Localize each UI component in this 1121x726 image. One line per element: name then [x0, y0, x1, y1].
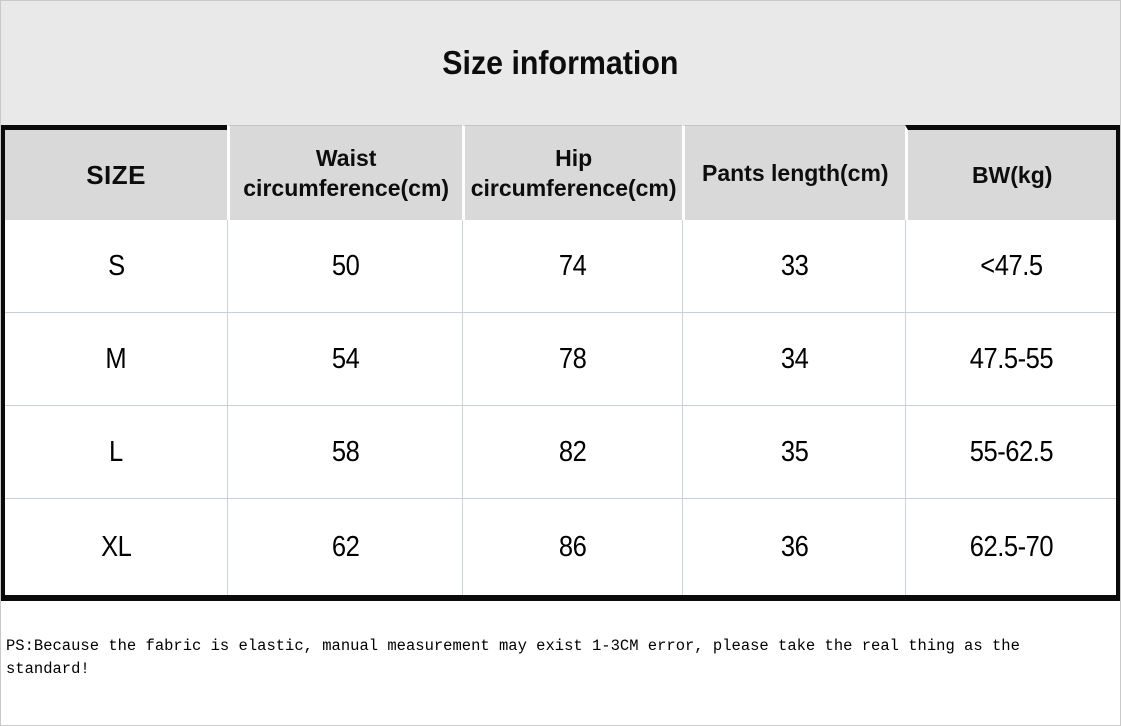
- title-band: Size information: [1, 1, 1120, 125]
- cell-size-s: S: [5, 220, 228, 312]
- cell-value: 62.5-70: [969, 530, 1053, 563]
- cell-bw-s: <47.5: [905, 220, 1116, 312]
- cell-value: 33: [780, 249, 809, 282]
- cell-hip-s: 74: [462, 220, 683, 312]
- cell-bw-xl: 62.5-70: [905, 498, 1116, 595]
- cell-value: 50: [331, 249, 359, 282]
- cell-value: M: [105, 342, 127, 375]
- cell-value: 62: [331, 530, 359, 563]
- cell-value: 35: [780, 435, 809, 468]
- cell-value: 86: [558, 530, 587, 563]
- cell-hip-l: 82: [462, 405, 683, 498]
- cell-pants-length-l: 35: [682, 405, 906, 498]
- cell-hip-xl: 86: [462, 498, 683, 595]
- cell-value: 54: [331, 342, 359, 375]
- column-header-pants-length: Pants length(cm): [682, 125, 906, 220]
- cell-value: 47.5-55: [969, 342, 1053, 375]
- note-line-1: PS:Because the fabric is elastic, manual…: [6, 637, 1020, 655]
- cell-value: 58: [331, 435, 359, 468]
- cell-size-l: L: [5, 405, 228, 498]
- cell-waist-l: 58: [227, 405, 463, 498]
- cell-value: 74: [558, 249, 587, 282]
- cell-waist-xl: 62: [227, 498, 463, 595]
- cell-value: XL: [100, 530, 132, 563]
- cell-size-xl: XL: [5, 498, 228, 595]
- cell-hip-m: 78: [462, 312, 683, 405]
- cell-value: 82: [558, 435, 587, 468]
- cell-pants-length-m: 34: [682, 312, 906, 405]
- column-header-hip: Hip circumference(cm): [462, 125, 683, 220]
- cell-size-m: M: [5, 312, 228, 405]
- cell-pants-length-xl: 36: [682, 498, 906, 595]
- cell-waist-s: 50: [227, 220, 463, 312]
- cell-waist-m: 54: [227, 312, 463, 405]
- measurement-note: PS:Because the fabric is elastic, manual…: [1, 601, 1120, 681]
- cell-value: S: [107, 249, 125, 282]
- cell-value: <47.5: [979, 249, 1043, 282]
- column-header-size: SIZE: [5, 125, 228, 220]
- cell-bw-l: 55-62.5: [905, 405, 1116, 498]
- column-header-waist: Waist circumference(cm): [227, 125, 463, 220]
- cell-value: 34: [780, 342, 809, 375]
- cell-value: 36: [780, 530, 809, 563]
- cell-value: 78: [558, 342, 587, 375]
- cell-value: L: [109, 435, 123, 468]
- note-line-2: standard!: [6, 660, 90, 678]
- cell-pants-length-s: 33: [682, 220, 906, 312]
- page-title: Size information: [442, 44, 679, 81]
- cell-value: 55-62.5: [969, 435, 1053, 468]
- size-table: SIZE Waist circumference(cm) Hip circumf…: [1, 125, 1120, 601]
- cell-bw-m: 47.5-55: [905, 312, 1116, 405]
- column-header-bw: BW(kg): [905, 125, 1116, 220]
